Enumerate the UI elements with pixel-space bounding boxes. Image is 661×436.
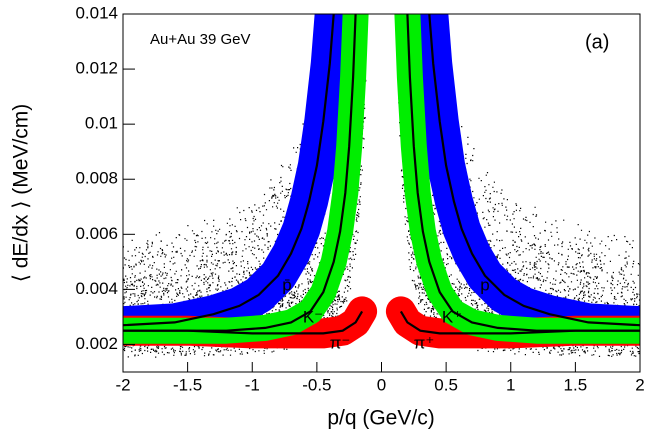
x-tick-label: -1.5 [173, 375, 202, 394]
plot-area [123, 14, 640, 358]
bethe-bloch-curve [428, 14, 640, 327]
x-axis-label: p/q (GeV/c) [327, 407, 434, 430]
x-tick-label: -1 [245, 375, 260, 394]
x-tick-label: -2 [115, 375, 130, 394]
bethe-bloch-curve [406, 14, 640, 332]
annotation: (a) [585, 31, 609, 53]
particle-band [123, 14, 353, 345]
y-axis-label: ⟨ dE/dx ⟩ (MeV/cm) [10, 104, 33, 283]
particle-band [410, 14, 640, 345]
x-tick-label: 0.5 [434, 375, 458, 394]
bethe-bloch-curve [123, 14, 357, 332]
particle-label: π⁻ [330, 333, 351, 352]
particle-label: π⁺ [414, 333, 435, 352]
y-tick-label: 0.012 [75, 59, 118, 78]
y-tick-label: 0.004 [75, 279, 118, 298]
y-tick-label: 0.002 [75, 334, 118, 353]
y-tick-label: 0.01 [85, 114, 118, 133]
particle-label: K⁺ [442, 307, 462, 326]
y-tick-label: 0.006 [75, 224, 118, 243]
y-tick-label: 0.014 [75, 3, 118, 22]
x-tick-label: 0 [377, 375, 386, 394]
x-tick-label: 2 [635, 375, 644, 394]
bethe-bloch-curve [123, 14, 335, 327]
y-tick-label: 0.008 [75, 169, 118, 188]
particle-label: K⁻ [303, 307, 323, 326]
particle-label: p [480, 275, 489, 294]
bethe-bloch-curve [123, 310, 364, 335]
x-tick-label: 1 [506, 375, 515, 394]
particle-label: p̄ [282, 275, 291, 294]
x-tick-label: 1.5 [564, 375, 588, 394]
annotation: Au+Au 39 GeV [150, 31, 251, 48]
x-tick-label: -0.5 [302, 375, 331, 394]
